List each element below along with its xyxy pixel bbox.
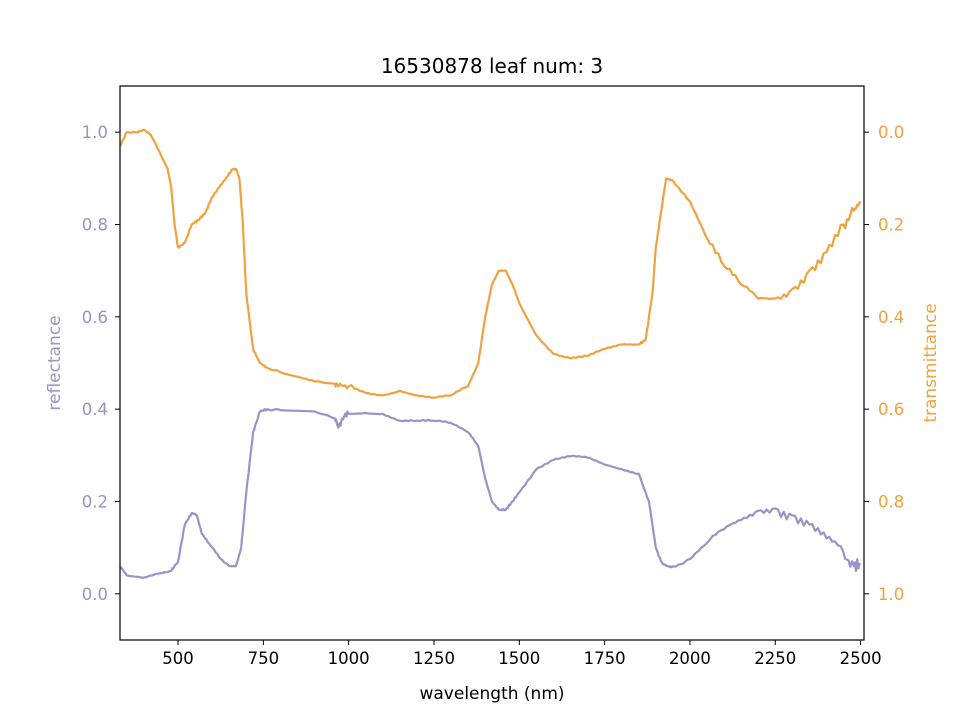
x-tick-label: 750 xyxy=(248,649,280,668)
left-tick-label: 0.6 xyxy=(82,308,108,327)
left-tick-label: 0.0 xyxy=(82,585,108,604)
left-tick-label: 0.4 xyxy=(82,400,108,419)
x-tick-label: 1750 xyxy=(584,649,626,668)
right-tick-label: 0.2 xyxy=(878,216,904,235)
x-tick-label: 1250 xyxy=(413,649,455,668)
left-tick-label: 1.0 xyxy=(82,123,108,142)
x-axis: 500 750 1000 1250 1500 1750 2000 2250 2500 xyxy=(162,640,882,668)
plot-frame xyxy=(119,85,865,641)
x-tick-label: 2500 xyxy=(840,649,882,668)
x-axis-title: wavelength (nm) xyxy=(419,684,564,704)
right-axis-title: transmittance xyxy=(921,303,941,422)
right-axis: 0.0 0.2 0.4 0.6 0.8 1.0 xyxy=(864,123,904,604)
x-tick-label: 2250 xyxy=(754,649,796,668)
left-axis-title: reflectance xyxy=(45,315,65,410)
chart-title: 16530878 leaf num: 3 xyxy=(381,54,603,78)
left-axis: 0.0 0.2 0.4 0.6 0.8 1.0 xyxy=(82,123,120,604)
right-tick-label: 1.0 xyxy=(878,585,904,604)
x-tick-label: 2000 xyxy=(669,649,711,668)
left-tick-label: 0.2 xyxy=(82,493,108,512)
right-tick-label: 0.6 xyxy=(878,400,904,419)
left-tick-label: 0.8 xyxy=(82,216,108,235)
x-tick-label: 500 xyxy=(162,649,194,668)
x-tick-label: 1500 xyxy=(498,649,540,668)
right-tick-label: 0.4 xyxy=(878,308,904,327)
right-tick-label: 0.8 xyxy=(878,493,904,512)
x-tick-label: 1000 xyxy=(328,649,370,668)
plot-marks xyxy=(119,128,862,579)
series-line-reflectance xyxy=(119,408,861,579)
right-tick-label: 0.0 xyxy=(878,123,904,142)
series-line-transmittance xyxy=(119,128,862,399)
